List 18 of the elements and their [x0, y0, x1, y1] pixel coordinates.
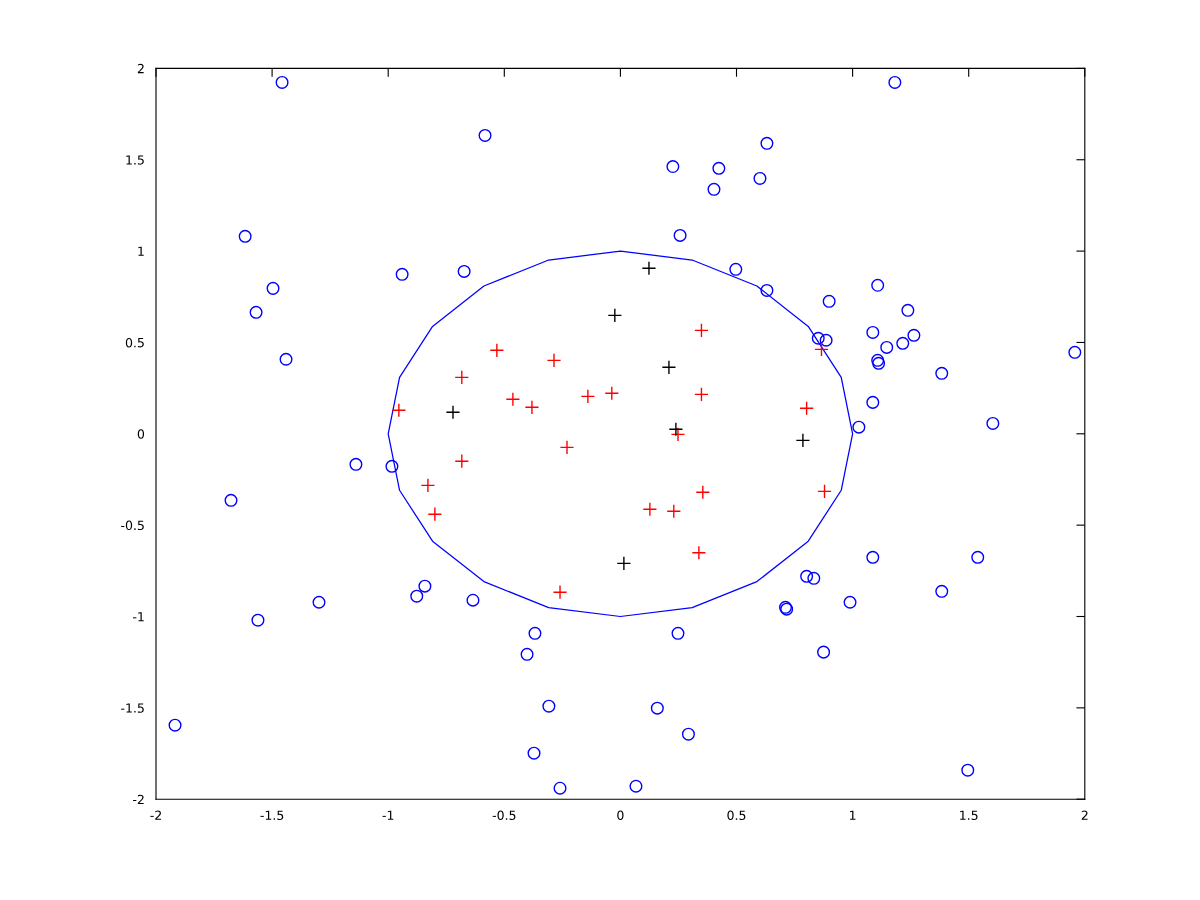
- x-tick-label: 2: [1081, 810, 1088, 820]
- x-tick-label: 1: [850, 810, 856, 820]
- y-tick-label: 1.5: [126, 155, 144, 165]
- y-tick-label: 1: [138, 246, 144, 256]
- y-tick-label: 2: [137, 63, 144, 74]
- x-tick-label: 1.5: [960, 810, 978, 820]
- x-tick-label: -1: [382, 810, 394, 820]
- x-tick-label: 0.5: [727, 810, 746, 820]
- x-tick-label: 0: [617, 810, 624, 820]
- y-tick-label: 0.5: [125, 337, 144, 348]
- y-tick-label: -0.5: [121, 520, 144, 531]
- y-tick-label: -2: [133, 794, 144, 804]
- x-tick-label: -2: [150, 810, 161, 820]
- x-tick-label: -1.5: [260, 810, 284, 820]
- y-tick-label: 0: [137, 429, 145, 439]
- x-tick-label: -0.5: [492, 810, 516, 820]
- y-tick-label: -1.5: [121, 703, 144, 713]
- y-tick-label: -1: [133, 612, 144, 622]
